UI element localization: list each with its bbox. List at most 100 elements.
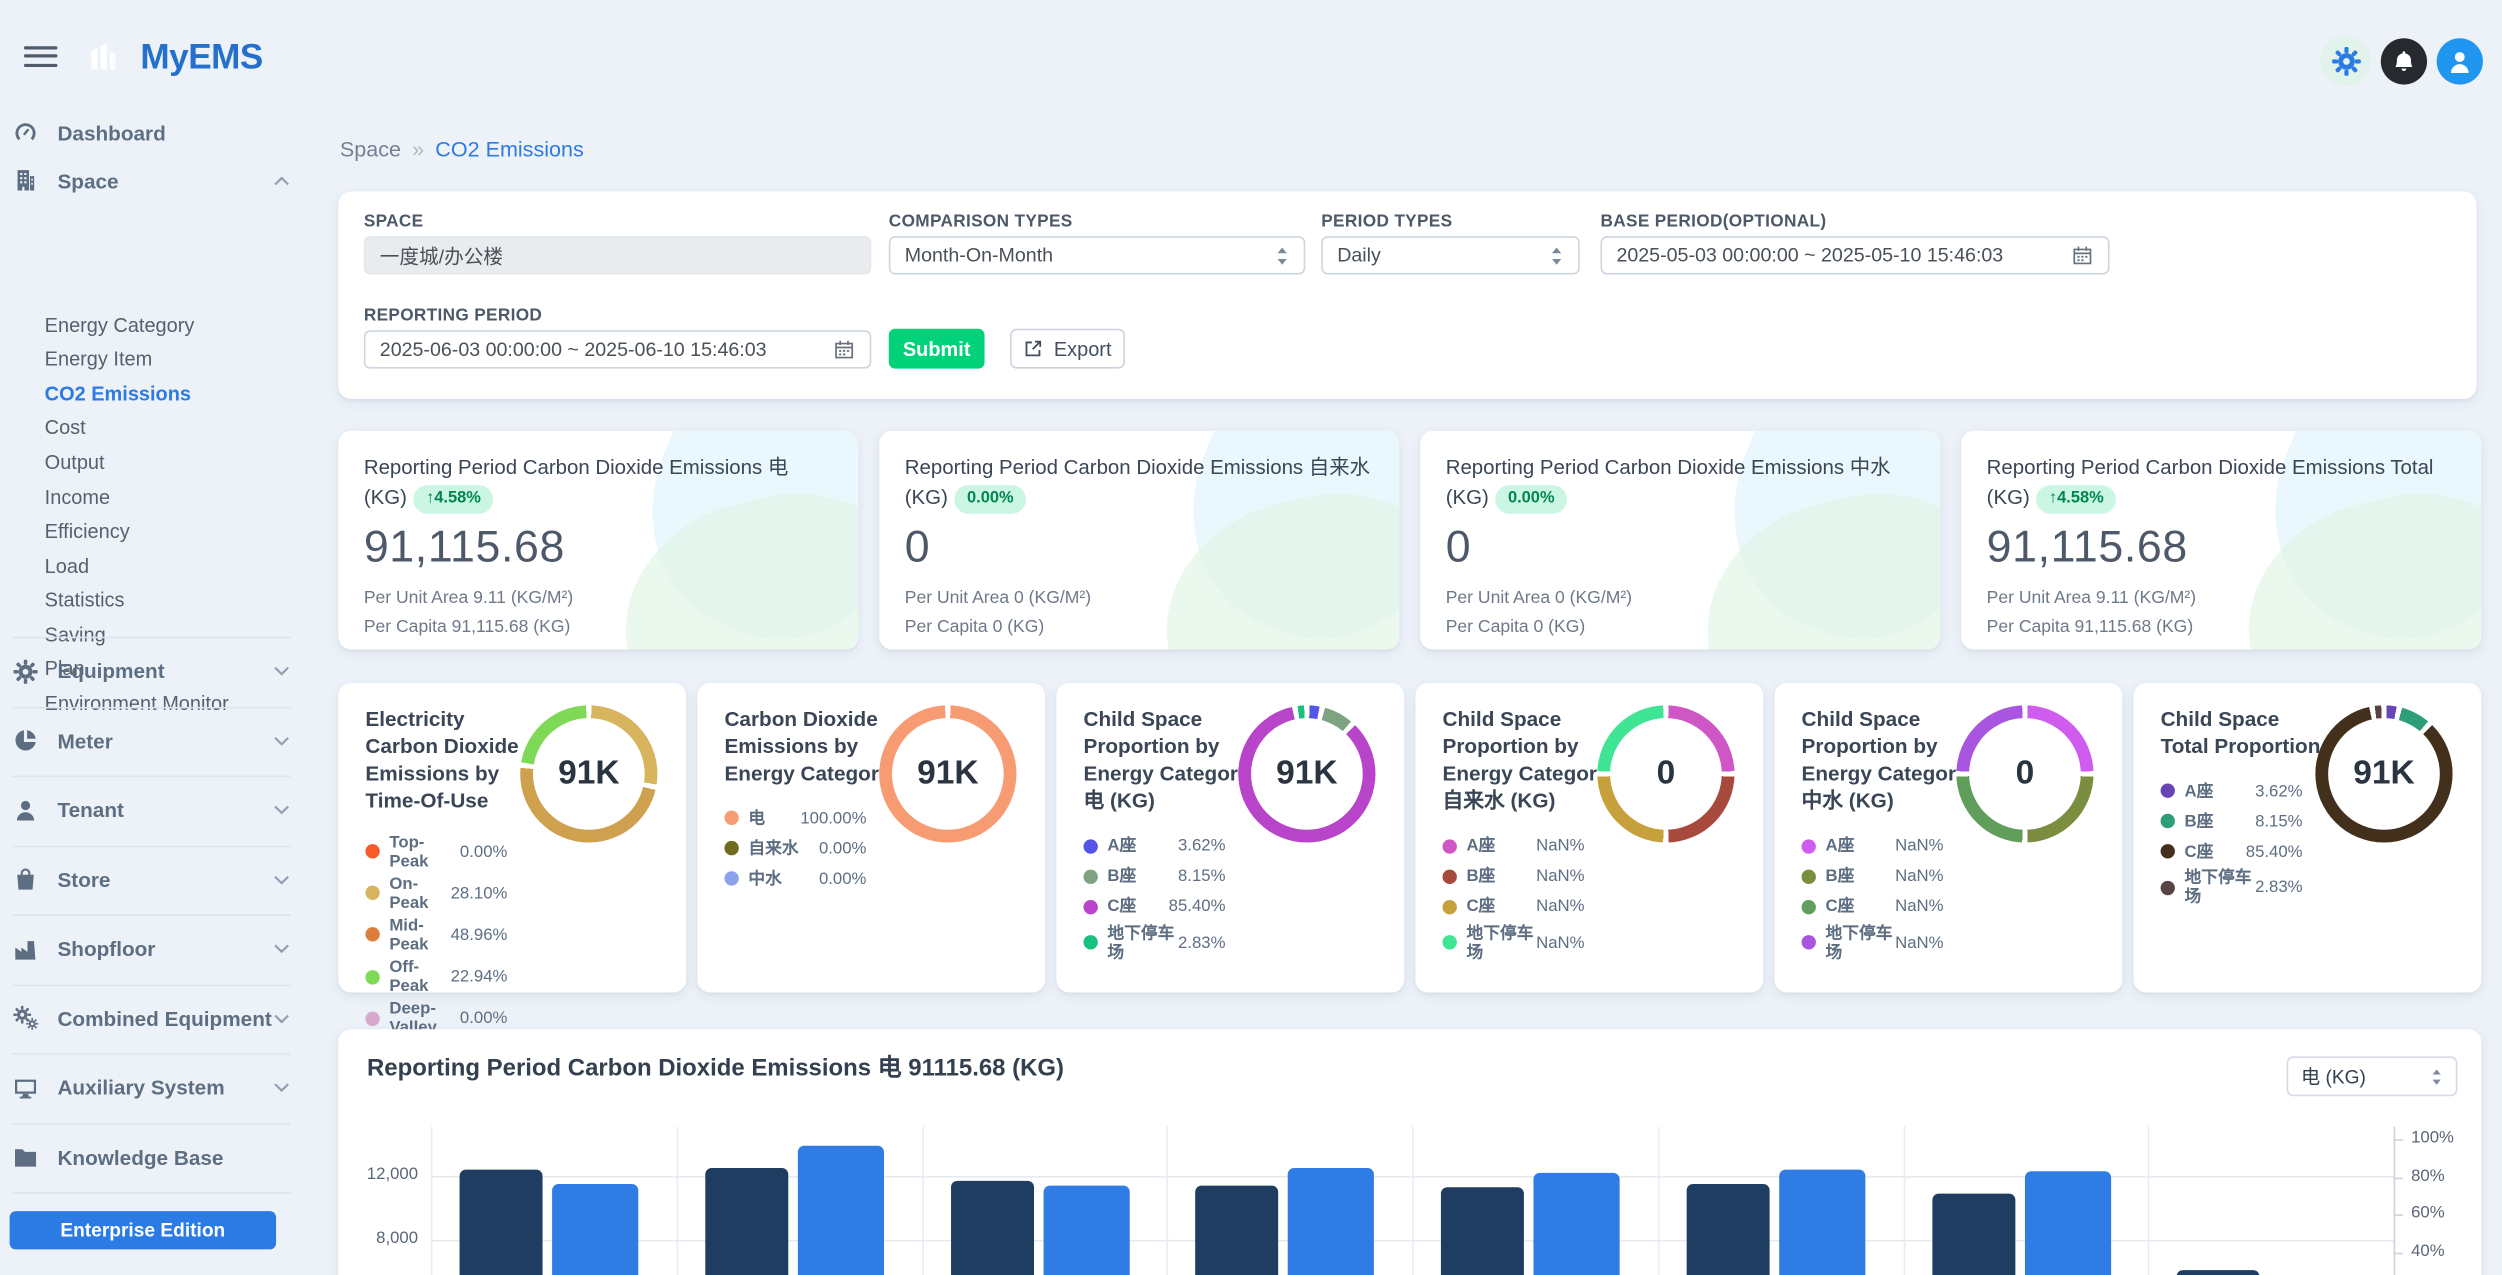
donut-center-value: 91K <box>2328 718 2440 830</box>
legend-value: NaN% <box>1536 867 1584 886</box>
legend-dot <box>724 811 738 825</box>
bar-reporting-period <box>797 1145 883 1275</box>
legend-value: NaN% <box>1536 933 1584 952</box>
sidebar-item-meter[interactable]: Meter <box>13 724 291 756</box>
sidebar-item-equipment[interactable]: Equipment <box>13 655 291 687</box>
double-gear-icon <box>13 1005 39 1031</box>
donut-center-value: 91K <box>892 718 1004 830</box>
legend-label: 自来水 <box>748 839 798 858</box>
settings-button[interactable] <box>2320 35 2371 86</box>
per-unit-area: Per Unit Area 0 (KG/M²) <box>1446 590 1915 609</box>
reporting-period-input[interactable]: 2025-06-03 00:00:00 ~ 2025-06-10 15:46:0… <box>364 330 871 368</box>
sidebar-subitem-load[interactable]: Load <box>45 549 297 583</box>
base-period-input[interactable]: 2025-05-03 00:00:00 ~ 2025-05-10 15:46:0… <box>1600 236 2109 274</box>
legend-row: C座85.40% <box>2161 837 2303 867</box>
period-types-select[interactable]: Daily <box>1321 236 1580 274</box>
sidebar-item-label: Meter <box>57 728 112 752</box>
stat-card-reclaimed-water: Reporting Period Carbon Dioxide Emission… <box>1420 431 1940 650</box>
legend-value: 85.40% <box>1169 897 1226 916</box>
enterprise-edition-button[interactable]: Enterprise Edition <box>10 1211 276 1249</box>
donut-cards-row: Electricity Carbon Dioxide Emissions by … <box>338 683 2481 993</box>
chevron-down-icon <box>273 735 291 746</box>
sidebar-item-label: Shopfloor <box>57 937 155 961</box>
sidebar-item-combined-equipment[interactable]: Combined Equipment <box>13 1002 291 1034</box>
donut-card-child-space-fresh-water: Child Space Proportion by Energy Categor… <box>1415 683 1763 993</box>
filter-panel: SPACE 一度城/办公楼 COMPARISON TYPES Month-On-… <box>338 191 2476 398</box>
donut-title: Child Space Proportion by Energy Categor… <box>1443 705 1615 815</box>
vertical-gridline <box>922 1127 924 1275</box>
donut-legend: 电100.00% 自来水0.00% 中水0.00% <box>724 803 866 894</box>
y-axis-tick: 12,000 <box>338 1164 418 1183</box>
sidebar-subitem-co2-emissions[interactable]: CO2 Emissions <box>45 377 297 411</box>
sidebar-subitem-environment-monitor[interactable]: Environment Monitor <box>45 686 297 720</box>
legend-dot <box>1443 899 1457 913</box>
reporting-period-value: 2025-06-03 00:00:00 ~ 2025-06-10 15:46:0… <box>380 338 767 360</box>
sidebar-subitem-income[interactable]: Income <box>45 480 297 514</box>
sidebar-item-space[interactable]: Space <box>13 164 291 196</box>
donut-legend: A座3.62% B座8.15% C座85.40% 地下停车场2.83% <box>2161 776 2303 909</box>
legend-row: Mid-Peak48.96% <box>365 914 507 956</box>
brand-logo[interactable]: MyEMS <box>77 30 263 83</box>
bar-base-period <box>1441 1187 1524 1275</box>
legend-label: B座 <box>1466 867 1495 886</box>
legend-row: C座NaN% <box>1802 891 1944 921</box>
comparison-types-select[interactable]: Month-On-Month <box>889 236 1305 274</box>
sidebar-item-shopfloor[interactable]: Shopfloor <box>13 933 291 965</box>
calendar-icon <box>833 338 855 360</box>
legend-dot <box>1083 899 1097 913</box>
navbar-actions <box>2320 35 2483 86</box>
space-value: 一度城/办公楼 <box>380 241 503 270</box>
sidebar-subitem-output[interactable]: Output <box>45 445 297 479</box>
donut-title: Carbon Dioxide Emissions by Energy Categ… <box>724 705 896 787</box>
gauge-icon <box>13 120 39 146</box>
sidebar-subitem-statistics[interactable]: Statistics <box>45 583 297 617</box>
legend-label: B座 <box>1107 867 1136 886</box>
legend-value: NaN% <box>1895 933 1943 952</box>
breadcrumb-parent[interactable]: Space <box>340 137 401 161</box>
export-label: Export <box>1054 337 1112 359</box>
sidebar-item-label: Auxiliary System <box>57 1076 224 1100</box>
legend-dot <box>2161 845 2175 859</box>
legend-value: 0.00% <box>460 842 508 861</box>
breadcrumb-separator: » <box>412 137 424 161</box>
export-button[interactable]: Export <box>1010 329 1125 369</box>
sidebar-divider <box>13 984 291 986</box>
sidebar-item-dashboard[interactable]: Dashboard <box>13 116 291 148</box>
sidebar-subitem-energy-item[interactable]: Energy Item <box>45 342 297 376</box>
legend-value: 48.96% <box>451 925 508 944</box>
legend-row: 中水0.00% <box>724 864 866 894</box>
legend-dot <box>1802 839 1816 853</box>
submit-button[interactable]: Submit <box>889 329 985 369</box>
user-avatar[interactable] <box>2437 37 2483 83</box>
energy-category-select[interactable]: 电 (KG) <box>2287 1056 2458 1096</box>
sidebar-item-knowledge-base[interactable]: Knowledge Base <box>13 1141 291 1173</box>
bar-base-period <box>460 1169 543 1275</box>
comparison-types-value: Month-On-Month <box>905 244 1053 266</box>
brand-name: MyEMS <box>140 36 262 77</box>
legend-dot <box>1083 935 1097 949</box>
sidebar-divider <box>13 776 291 778</box>
sidebar-subitem-efficiency[interactable]: Efficiency <box>45 514 297 548</box>
notifications-button[interactable] <box>2381 37 2427 83</box>
menu-toggle-icon[interactable] <box>24 46 58 72</box>
sidebar-subitem-energy-category[interactable]: Energy Category <box>45 308 297 342</box>
stat-value: 91,115.68 <box>1987 523 2456 574</box>
sidebar-subitem-cost[interactable]: Cost <box>45 411 297 445</box>
bar-reporting-period <box>2024 1171 2110 1275</box>
space-input[interactable]: 一度城/办公楼 <box>364 236 871 274</box>
building-icon <box>13 168 39 194</box>
sidebar-subitem-saving[interactable]: Saving <box>45 617 297 651</box>
export-icon <box>1024 338 1045 359</box>
sidebar-item-auxiliary-system[interactable]: Auxiliary System <box>13 1072 291 1104</box>
vertical-gridline <box>2148 1127 2150 1275</box>
legend-dot <box>1802 935 1816 949</box>
legend-label: 地下停车场 <box>2185 869 2256 907</box>
legend-dot <box>1083 869 1097 883</box>
donut-chart: 91K <box>1238 705 1375 842</box>
reporting-period-label: REPORTING PERIOD <box>364 306 542 325</box>
sidebar-item-tenant[interactable]: Tenant <box>13 794 291 826</box>
sidebar-item-store[interactable]: Store <box>13 863 291 895</box>
chevron-down-icon <box>273 804 291 815</box>
select-caret-icon <box>1275 245 1289 266</box>
myems-logo-icon <box>77 30 130 83</box>
